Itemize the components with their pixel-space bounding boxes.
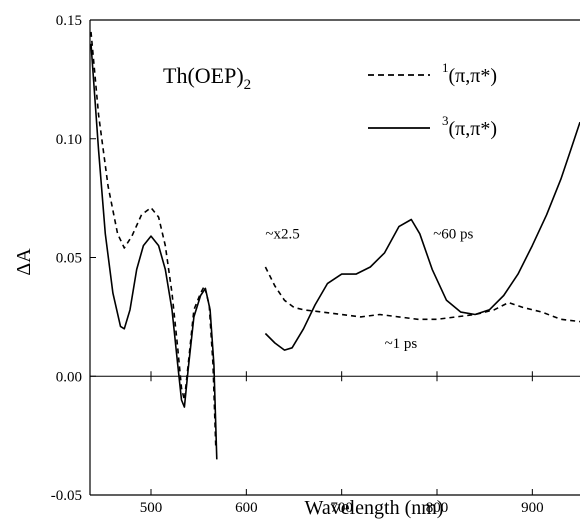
y-tick-label: -0.05 (51, 488, 82, 504)
annotation-label: ~60 ps (433, 227, 473, 243)
series-line-triplet (90, 43, 218, 460)
legend-label-singlet: 1(π,π*) (442, 60, 497, 87)
compound-label-main: Th(OEP) (163, 63, 244, 88)
legend-label-triplet: 3(π,π*) (442, 113, 497, 140)
x-tick-label: 600 (235, 500, 258, 516)
tick-group: 500 600 700 800 900 -0.05 0.00 0.05 0.10 0.15 (51, 13, 544, 516)
legend-main-singlet: (π,π*) (449, 65, 498, 87)
y-tick-label: 0.00 (56, 369, 82, 385)
annotation-label: ~1 ps (385, 336, 418, 352)
legend-sup-singlet: 1 (442, 60, 449, 75)
x-tick-label: 700 (330, 500, 353, 516)
annotation-label: ~x2.5 (265, 227, 299, 243)
plot-area (89, 19, 580, 496)
compound-label-sub: 2 (244, 77, 252, 93)
compound-label: Th(OEP)2 (163, 63, 251, 93)
series-line-triplet (264, 121, 580, 351)
series-group (90, 31, 580, 460)
legend-sup-triplet: 3 (442, 113, 449, 128)
y-tick-label: 0.10 (56, 132, 82, 148)
x-tick-label: 500 (140, 500, 163, 516)
legend-main-triplet: (π,π*) (449, 118, 498, 140)
x-axis-title: Wavelength (nm) (305, 497, 444, 519)
annotation-group: ~x2.5 ~60 ps ~1 ps (265, 227, 473, 352)
x-tick-label: 800 (426, 500, 449, 516)
series-line-singlet (90, 31, 217, 448)
x-tick-label: 900 (521, 500, 544, 516)
y-tick-label: 0.05 (56, 251, 82, 267)
series-line-singlet (264, 266, 580, 323)
y-axis-title: ΔA (13, 248, 35, 276)
y-tick-label: 0.15 (56, 13, 82, 29)
legend: 1(π,π*) 3(π,π*) (368, 60, 497, 140)
